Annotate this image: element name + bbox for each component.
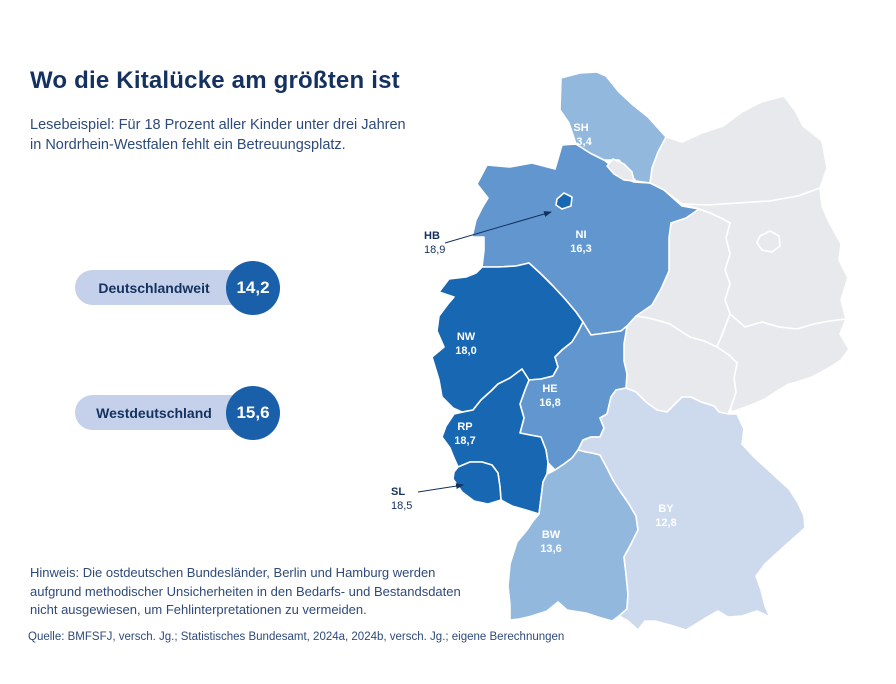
stat-value-westdeutschland: 15,6 <box>236 403 270 422</box>
state-value-ni: 16,3 <box>570 243 592 255</box>
state-hb <box>555 192 573 210</box>
map-label-he: HE 16,8 <box>528 383 572 410</box>
state-sl <box>452 461 502 505</box>
state-code-by: BY <box>658 503 674 515</box>
callout-label-hb: HB 18,9 <box>424 229 445 257</box>
state-code-bw: BW <box>541 529 561 541</box>
state-value-bw: 13,6 <box>540 543 562 555</box>
stat-value-deutschlandweit: 14,2 <box>236 278 270 297</box>
state-value-he: 16,8 <box>539 397 561 409</box>
methodology-note: Hinweis: Die ostdeutschen Bundesländer, … <box>30 565 461 617</box>
state-value-nw: 18,0 <box>455 345 477 357</box>
state-code-rp: RP <box>457 421 473 433</box>
map-label-sh: SH 13,4 <box>559 122 603 149</box>
state-code-he: HE <box>542 383 558 395</box>
state-be <box>756 230 781 253</box>
state-hh <box>606 158 635 182</box>
state-value-by: 12,8 <box>655 517 677 529</box>
map-label-bw: BW 13,6 <box>529 529 573 556</box>
state-code-ni: NI <box>575 229 587 241</box>
map-label-ni: NI 16,3 <box>559 229 603 256</box>
stat-label-westdeutschland: Westdeutschland <box>96 404 212 421</box>
state-mv <box>649 95 828 206</box>
state-by <box>577 387 806 631</box>
state-code-hb: HB <box>424 230 440 242</box>
state-value-hb: 18,9 <box>424 244 446 256</box>
state-code-nw: NW <box>456 331 476 343</box>
callout-label-sl: SL 18,5 <box>391 485 412 513</box>
map-label-by: BY 12,8 <box>644 503 688 530</box>
stat-pill-deutschlandweit: Deutschlandweit <box>75 270 249 305</box>
sl-pointer-arrow <box>417 483 464 493</box>
map-label-rp: RP 18,7 <box>443 421 487 448</box>
state-value-sh: 13,4 <box>570 136 592 148</box>
stat-bubble-westdeutschland: 15,6 <box>226 386 280 440</box>
page-title: Wo die Kitalücke am größten ist <box>30 67 400 94</box>
state-code-sh: SH <box>573 122 589 134</box>
reading-example: Lesebeispiel: Für 18 Prozent aller Kinde… <box>30 117 406 153</box>
stat-bubble-deutschlandweit: 14,2 <box>226 261 280 315</box>
state-value-sl: 18,5 <box>391 500 413 512</box>
source-line: Quelle: BMFSFJ, versch. Jg.; Statistisch… <box>28 631 565 643</box>
stat-pill-westdeutschland: Westdeutschland <box>75 395 249 430</box>
stat-label-deutschlandweit: Deutschlandweit <box>98 279 210 296</box>
state-code-sl: SL <box>391 486 406 498</box>
germany-map <box>417 71 850 631</box>
map-label-nw: NW 18,0 <box>444 331 488 358</box>
state-value-rp: 18,7 <box>454 435 476 447</box>
hb-pointer-arrow <box>444 211 552 244</box>
